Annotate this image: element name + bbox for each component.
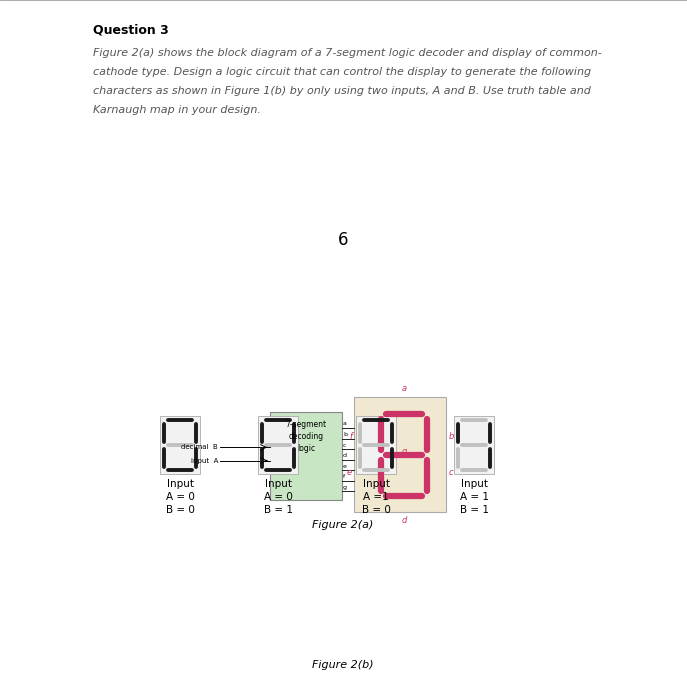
Text: b: b	[343, 432, 347, 437]
Text: 7-segment
decoding
logic: 7-segment decoding logic	[285, 420, 326, 453]
Bar	[454, 416, 494, 474]
Text: B = 0: B = 0	[166, 505, 194, 515]
Text: Question 3: Question 3	[93, 23, 169, 36]
Text: B = 0: B = 0	[361, 505, 390, 515]
Text: characters as shown in Figure 1(b) by only using two inputs, A and B. Use truth : characters as shown in Figure 1(b) by on…	[93, 86, 591, 96]
Text: d: d	[343, 453, 347, 459]
Text: cathode type. Design a logic circuit that can control the display to generate th: cathode type. Design a logic circuit tha…	[93, 67, 591, 77]
Text: f: f	[349, 432, 352, 441]
Text: g: g	[343, 485, 347, 490]
Text: 6: 6	[338, 231, 348, 249]
Text: f: f	[343, 475, 345, 480]
Bar	[354, 397, 446, 512]
Text: e: e	[347, 468, 352, 477]
Text: B = 1: B = 1	[460, 505, 488, 515]
Text: Input: Input	[166, 479, 194, 489]
Bar	[270, 412, 342, 500]
Text: c: c	[449, 468, 453, 477]
Text: input  A: input A	[190, 458, 218, 463]
Text: Input: Input	[264, 479, 291, 489]
Text: g: g	[401, 447, 407, 456]
Text: B = 1: B = 1	[264, 505, 293, 515]
Text: e: e	[343, 463, 347, 469]
Text: a: a	[343, 421, 347, 426]
Bar	[160, 416, 200, 474]
Bar	[258, 416, 298, 474]
Text: Input: Input	[363, 479, 390, 489]
Text: c: c	[343, 442, 346, 447]
Text: Figure 2(a): Figure 2(a)	[313, 520, 374, 530]
Text: a: a	[401, 384, 407, 393]
Text: decimal  B: decimal B	[181, 444, 218, 450]
Text: d: d	[401, 516, 407, 525]
Text: Karnaugh map in your design.: Karnaugh map in your design.	[93, 105, 261, 116]
Text: A = 0: A = 0	[264, 492, 293, 502]
Bar	[356, 416, 396, 474]
Text: A = 0: A = 0	[166, 492, 194, 502]
Text: Input: Input	[460, 479, 488, 489]
Text: A =1: A =1	[363, 492, 389, 502]
Text: Figure 2(a) shows the block diagram of a 7-segment logic decoder and display of : Figure 2(a) shows the block diagram of a…	[93, 48, 602, 58]
Text: A = 1: A = 1	[460, 492, 488, 502]
Text: b: b	[449, 432, 454, 441]
Text: Figure 2(b): Figure 2(b)	[312, 660, 374, 670]
